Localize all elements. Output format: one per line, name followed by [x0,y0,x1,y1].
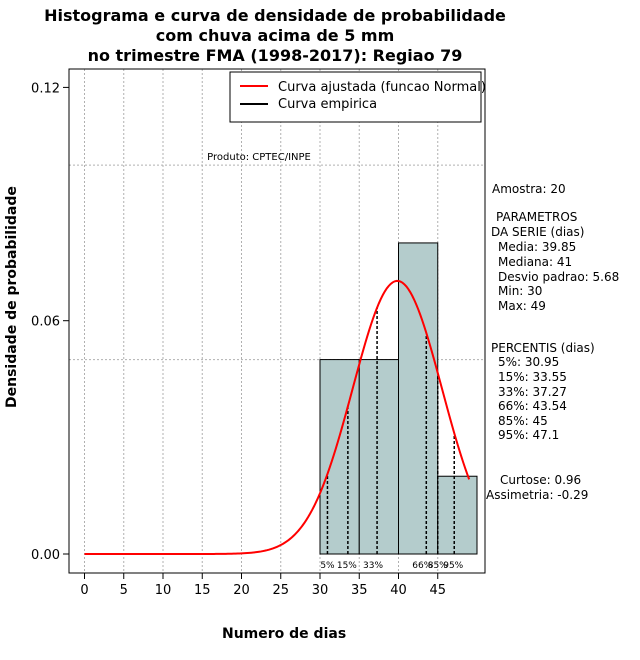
percentile-label: 85% [428,561,448,571]
stat-max: Max: 49 [498,299,546,313]
product-label: Produto: CPTEC/INPE [207,152,311,163]
x-tick-label: 15 [194,583,211,598]
axes: 0 5 10 15 20 25 30 35 40 45 0.00 0.06 0.12 [31,81,446,598]
legend-label-fitted: Curva ajustada (funcao Normal) [278,80,486,95]
stat-assimetria: Assimetria: -0.29 [486,488,589,502]
normal-curve [84,279,471,555]
x-tick-label: 45 [429,583,446,598]
legend-box [229,71,482,123]
percentile-label: 33% [363,561,383,571]
percentile-label: 66% [412,561,432,571]
y-tick-label: 0.00 [31,548,60,563]
stat-amostra: Amostra: 20 [492,182,566,196]
stat-p33: 33%: 37.27 [498,385,567,399]
x-tick-label: 35 [351,583,368,598]
stat-param-header-1: PARAMETROS [496,210,578,224]
chart-title-line-1: Histograma e curva de densidade de proba… [44,6,506,25]
percentile-label: 95% [443,561,463,571]
y-tick-label: 0.06 [31,315,60,330]
x-tick-label: 0 [80,583,88,598]
histogram-bars [319,242,478,555]
histogram-bar [358,359,399,555]
stat-param-header-2: DA SERIE (dias) [491,225,585,239]
stat-p66: 66%: 43.54 [498,399,567,413]
percentile-lines: 5% 15% 33% 66%85%95% [320,307,464,571]
stat-p15: 15%: 33.55 [498,370,567,384]
stat-media: Media: 39.85 [498,240,577,254]
x-tick-label: 30 [312,583,329,598]
stat-min: Min: 30 [498,284,543,298]
histogram-bar [398,242,439,555]
legend: Curva ajustada (funcao Normal) Curva emp… [229,71,486,123]
x-tick-label: 10 [155,583,172,598]
stat-desvio: Desvio padrao: 5.68 [498,270,620,284]
percentile-label: 15% [337,561,357,571]
stat-percentis-header: PERCENTIS (dias) [491,341,595,355]
x-tick-label: 5 [120,583,128,598]
stat-mediana: Mediana: 41 [498,255,573,269]
chart-title-line-2: com chuva acima de 5 mm [155,26,395,45]
x-tick-label: 40 [390,583,407,598]
chart-title-line-3: no trimestre FMA (1998-2017): Regiao 79 [87,46,463,65]
x-tick-label: 20 [233,583,250,598]
legend-label-empirical: Curva empirica [278,97,377,112]
stat-p5: 5%: 30.95 [498,355,560,369]
y-tick-label: 0.12 [31,81,60,96]
percentile-label: 5% [320,561,335,571]
stat-curtose: Curtose: 0.96 [500,473,582,487]
x-tick-label: 25 [272,583,289,598]
x-axis-label: Numero de dias [222,626,347,642]
stat-p85: 85%: 45 [498,414,548,428]
histogram-bar [437,475,478,555]
stat-p95: 95%: 47.1 [498,428,560,442]
